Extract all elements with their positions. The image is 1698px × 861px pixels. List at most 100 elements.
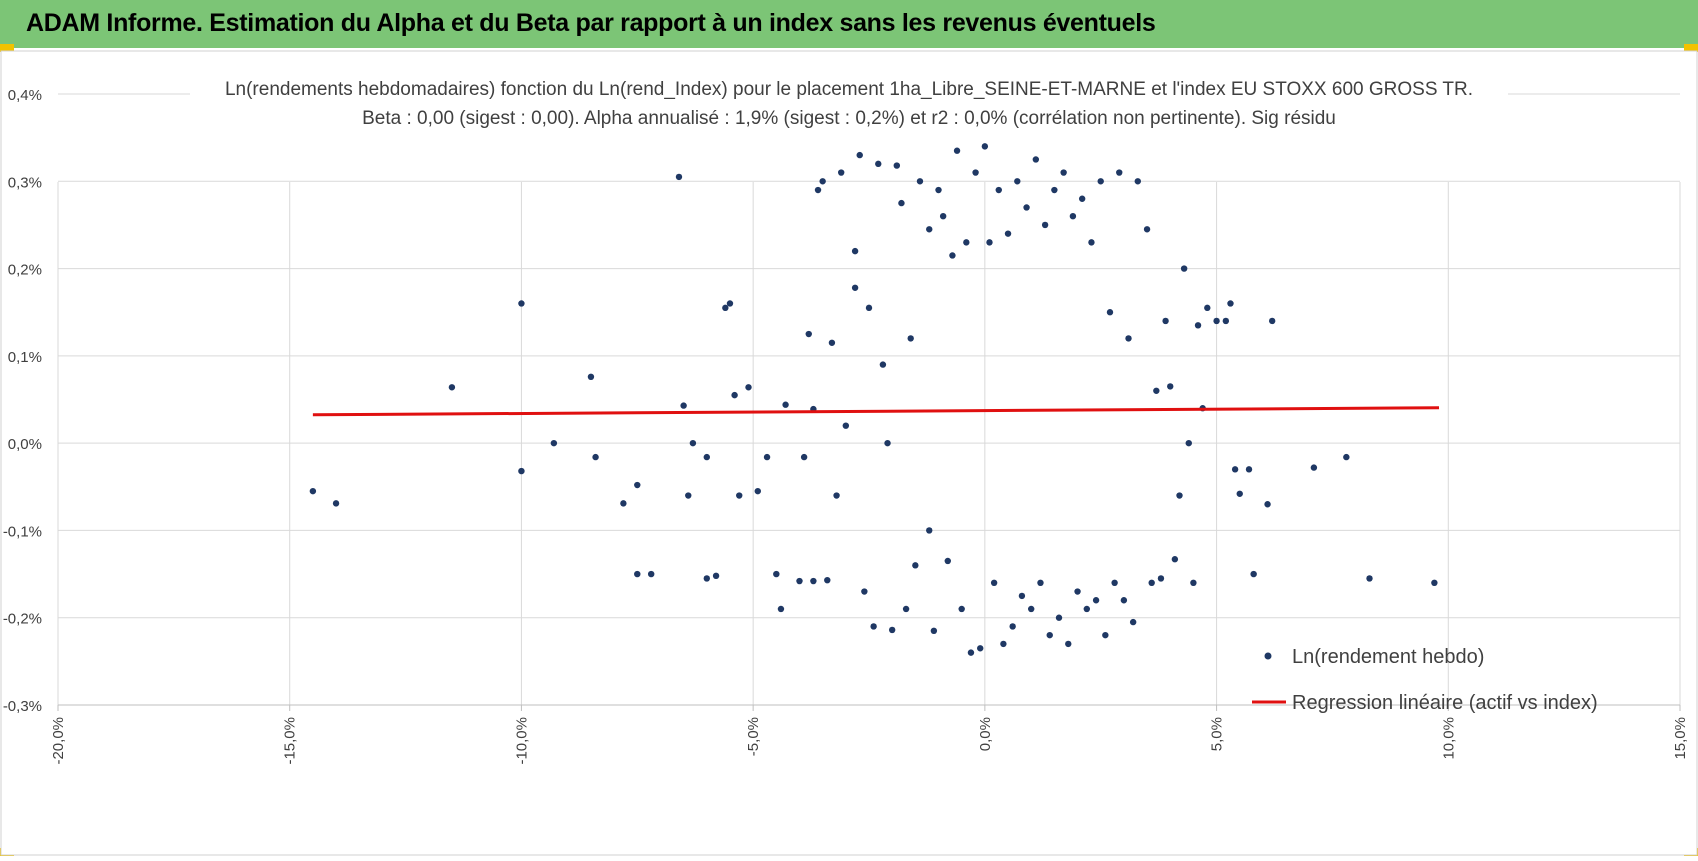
y-tick-label: 0,2% xyxy=(8,262,42,279)
corner-marker-top-left xyxy=(0,44,14,52)
data-point xyxy=(1143,226,1151,233)
data-point xyxy=(842,422,850,429)
data-point xyxy=(1120,597,1128,604)
data-point xyxy=(953,147,961,154)
data-point xyxy=(332,500,340,507)
data-point xyxy=(1046,631,1053,639)
data-point xyxy=(518,300,525,307)
data-point xyxy=(1069,213,1077,220)
x-tick-label: 10,0% xyxy=(1440,717,1457,760)
data-point xyxy=(1065,640,1072,648)
y-tick-label: 0,0% xyxy=(8,436,42,453)
data-point xyxy=(1055,614,1063,621)
data-point xyxy=(1134,178,1141,185)
data-point xyxy=(958,605,965,613)
data-point xyxy=(926,527,933,534)
data-point xyxy=(448,384,456,391)
y-tick-label: -0,3% xyxy=(3,698,42,715)
data-point xyxy=(1204,304,1211,312)
data-point xyxy=(1097,178,1104,185)
data-point xyxy=(1051,186,1058,194)
data-point xyxy=(963,239,970,246)
data-point xyxy=(1236,490,1243,497)
data-point xyxy=(805,330,812,338)
data-point xyxy=(1176,492,1183,499)
data-point xyxy=(916,178,924,185)
data-point xyxy=(1148,579,1155,586)
data-point xyxy=(1157,575,1165,582)
data-point xyxy=(675,173,683,181)
data-point xyxy=(1009,623,1016,630)
x-tick-label: 0,0% xyxy=(977,717,994,751)
data-point xyxy=(851,284,859,291)
data-point xyxy=(1092,597,1100,604)
data-point xyxy=(796,577,803,585)
data-point xyxy=(1078,195,1086,202)
data-point xyxy=(930,627,938,635)
data-point xyxy=(1180,265,1188,272)
chart-border xyxy=(0,50,1698,856)
data-point xyxy=(944,557,951,565)
data-point xyxy=(1194,322,1202,329)
y-tick-label: 0,4% xyxy=(8,87,42,104)
data-point xyxy=(309,487,317,495)
x-tick-label: 5,0% xyxy=(1209,717,1226,751)
data-point xyxy=(879,361,887,368)
x-tick-label: -5,0% xyxy=(745,717,762,756)
data-point xyxy=(1227,300,1234,307)
y-tick-label: 0,3% xyxy=(8,174,42,191)
y-tick-label: -0,2% xyxy=(3,611,42,628)
data-point xyxy=(1041,221,1049,229)
chart-area: 0,4% 0,3% 0,2% 0,1% 0,0% -0,1% -0,2% -0,3% -20,0… xyxy=(0,50,1698,856)
data-point xyxy=(703,575,710,582)
data-point xyxy=(814,186,822,194)
data-point xyxy=(1245,466,1253,473)
y-tick-label: -0,1% xyxy=(3,523,42,540)
data-point xyxy=(995,186,1002,194)
x-tick-label: -10,0% xyxy=(513,717,530,765)
data-point xyxy=(620,500,627,507)
data-point xyxy=(1106,309,1114,316)
data-point xyxy=(1129,618,1137,626)
data-point xyxy=(736,492,743,499)
data-point xyxy=(1431,579,1438,586)
data-point xyxy=(898,199,905,207)
data-point xyxy=(1268,317,1276,325)
data-point xyxy=(1185,439,1192,447)
data-point xyxy=(518,467,525,475)
data-point xyxy=(1111,579,1118,586)
data-point xyxy=(726,300,734,307)
data-point xyxy=(712,572,720,580)
data-point xyxy=(731,391,738,399)
data-point xyxy=(1213,317,1220,325)
data-point xyxy=(703,453,710,461)
data-point xyxy=(1250,570,1257,578)
regression-line xyxy=(312,406,1440,417)
x-tick-label: 15,0% xyxy=(1672,717,1689,760)
data-point xyxy=(689,439,697,447)
data-point xyxy=(1060,169,1067,176)
data-point xyxy=(1366,575,1373,582)
x-tick-label: -20,0% xyxy=(50,717,67,765)
data-point xyxy=(981,143,989,150)
legend: Ln(rendement hebdo) Regression linéaire … xyxy=(1252,646,1598,714)
data-point xyxy=(745,384,752,391)
data-point xyxy=(1074,588,1081,595)
data-point xyxy=(634,481,641,489)
data-point xyxy=(1000,640,1007,648)
data-point xyxy=(837,169,845,176)
data-point xyxy=(819,178,826,185)
scatter-points xyxy=(309,143,1438,656)
page-title: ADAM Informe. Estimation du Alpha et du … xyxy=(26,9,1156,37)
data-point xyxy=(1037,579,1044,586)
data-point xyxy=(967,649,975,656)
data-point xyxy=(851,247,859,255)
data-point xyxy=(865,304,873,312)
data-point xyxy=(824,576,831,584)
data-point xyxy=(1125,335,1132,342)
header-bar: ADAM Informe. Estimation du Alpha et du … xyxy=(0,0,1698,50)
data-point xyxy=(634,570,641,578)
data-point xyxy=(935,186,942,194)
data-point xyxy=(1167,383,1174,390)
data-point xyxy=(587,373,595,381)
